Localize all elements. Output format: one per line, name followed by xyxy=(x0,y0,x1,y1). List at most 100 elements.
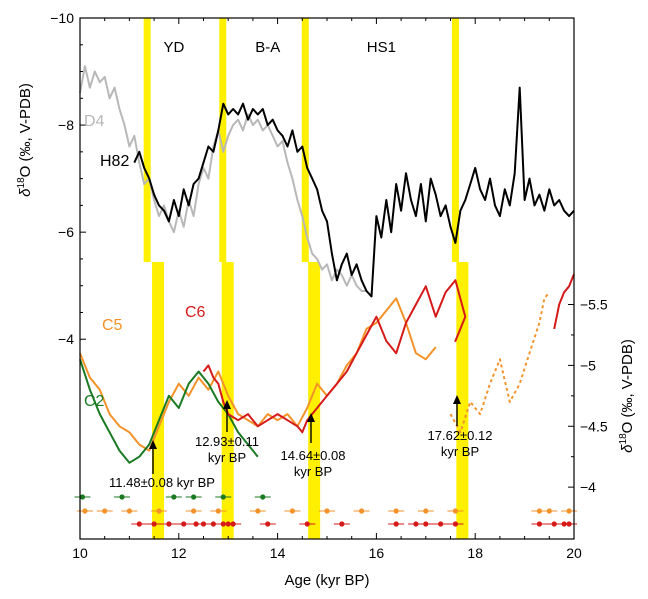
age-point-red xyxy=(166,521,172,527)
transition-band-top xyxy=(301,18,309,262)
x-tick-label: 12 xyxy=(171,545,187,561)
series-d4-line xyxy=(79,65,373,298)
left-y-tick-label: −6 xyxy=(58,224,74,240)
age-point-orange xyxy=(156,508,162,514)
axes: 10 12 14 16 18 20 −10 −8 −6 −4 −5.5 −5 −4.5 −4 xyxy=(50,10,608,561)
age-point-green xyxy=(260,494,266,500)
age-point-red xyxy=(304,521,310,527)
series-label-h82: H82 xyxy=(100,153,129,170)
age-point-orange xyxy=(126,508,132,514)
transition-label: 14.64±0.08 xyxy=(281,448,346,463)
series-h82-line xyxy=(133,86,575,298)
age-point-orange xyxy=(566,508,572,514)
age-point-red xyxy=(181,521,187,527)
series-c5-line xyxy=(79,297,437,452)
series-label-c6: C6 xyxy=(185,304,206,321)
age-point-red xyxy=(200,521,207,527)
left-y-tick-label: −10 xyxy=(50,10,74,26)
age-point-red xyxy=(151,521,157,527)
x-tick-label: 20 xyxy=(566,545,582,561)
age-point-red xyxy=(230,521,236,527)
age-point-orange xyxy=(546,508,552,514)
age-point-red xyxy=(551,521,557,527)
age-point-orange xyxy=(289,508,296,514)
x-tick-label: 14 xyxy=(270,545,286,561)
x-tick-label: 16 xyxy=(369,545,385,561)
transition-label: 12.93±0.11 xyxy=(195,434,259,449)
age-point-orange xyxy=(324,508,330,514)
transition-arrowhead xyxy=(307,413,315,422)
transition-label: 11.48±0.08 kyr BP xyxy=(109,475,215,490)
x-tick-label: 10 xyxy=(72,545,88,561)
age-point-orange xyxy=(82,508,88,514)
right-y-tick-label: −4.5 xyxy=(580,418,608,434)
age-point-orange xyxy=(191,508,197,514)
right-y-delta: δ xyxy=(619,444,636,453)
age-point-green xyxy=(220,494,226,500)
right-y-tick-label: −5 xyxy=(580,357,596,373)
left-y-rest: O (‰, V-PDB) xyxy=(17,83,34,177)
age-point-orange xyxy=(452,508,459,514)
age-point-orange xyxy=(215,508,221,514)
age-point-red xyxy=(265,521,271,527)
right-y-tick-label: −4 xyxy=(580,479,596,495)
transition-label-unit: kyr BP xyxy=(441,444,479,459)
age-point-orange xyxy=(536,508,543,514)
age-point-red xyxy=(413,521,419,527)
right-y-sup: 18 xyxy=(618,433,629,445)
x-tick-label: 18 xyxy=(467,545,483,561)
left-y-tick-label: −8 xyxy=(58,117,74,133)
series-c6-line xyxy=(202,279,467,434)
age-point-red xyxy=(536,521,543,527)
age-point-red xyxy=(339,521,345,527)
series-segment-1-line xyxy=(449,291,551,434)
age-error-bars xyxy=(74,494,578,527)
transition-band-bottom xyxy=(308,262,321,539)
transition-label-unit: kyr BP xyxy=(294,464,332,479)
age-point-orange xyxy=(358,508,365,514)
age-point-green xyxy=(171,494,177,500)
right-y-axis-label: δ18O (‰, V-PDB) xyxy=(618,339,636,453)
transition-arrowhead xyxy=(453,395,461,404)
left-y-axis-label: δ18O (‰, V-PDB) xyxy=(16,83,34,197)
age-point-red xyxy=(393,521,399,527)
transition-band-bottom xyxy=(221,262,234,539)
age-point-red xyxy=(423,521,429,527)
age-point-orange xyxy=(255,508,261,514)
transition-band-bottom xyxy=(152,262,165,539)
age-point-red xyxy=(566,521,572,527)
age-point-orange xyxy=(102,508,108,514)
x-axis-label: Age (kyr BP) xyxy=(284,572,369,589)
series-label-c5: C5 xyxy=(102,317,123,334)
series-label-d4: D4 xyxy=(84,113,105,130)
period-label: YD xyxy=(163,39,184,56)
transition-label-unit: kyr BP xyxy=(208,450,246,465)
transition-band-top xyxy=(451,18,459,262)
right-y-rest: O (‰, V-PDB) xyxy=(619,339,636,433)
age-point-orange xyxy=(393,508,399,514)
left-y-sup: 18 xyxy=(16,177,27,189)
age-point-red xyxy=(210,521,216,527)
transition-band-top xyxy=(143,18,151,262)
series-segment-4-line xyxy=(553,273,575,330)
labels: YD B-A HS1 D4 H82 C5 C2 C6 11.48±0.08 kyr BP 12.9… xyxy=(84,39,492,490)
period-label: HS1 xyxy=(367,39,396,56)
age-point-green xyxy=(191,494,197,500)
transition-bands xyxy=(143,18,469,539)
series-label-c2: C2 xyxy=(84,393,105,410)
period-label: B-A xyxy=(255,39,280,56)
transition-arrowhead xyxy=(149,440,157,449)
age-point-green xyxy=(79,494,86,500)
age-point-red xyxy=(438,521,444,527)
transition-label: 17.62±0.12 xyxy=(428,428,493,443)
left-y-delta: δ xyxy=(17,188,34,197)
age-point-orange xyxy=(423,508,429,514)
age-point-green xyxy=(119,494,125,500)
series-layer xyxy=(79,65,575,464)
right-y-tick-label: −5.5 xyxy=(580,297,608,313)
age-point-red xyxy=(452,521,459,527)
age-point-red xyxy=(136,521,142,527)
transition-arrowhead xyxy=(223,400,231,409)
left-y-tick-label: −4 xyxy=(58,331,74,347)
